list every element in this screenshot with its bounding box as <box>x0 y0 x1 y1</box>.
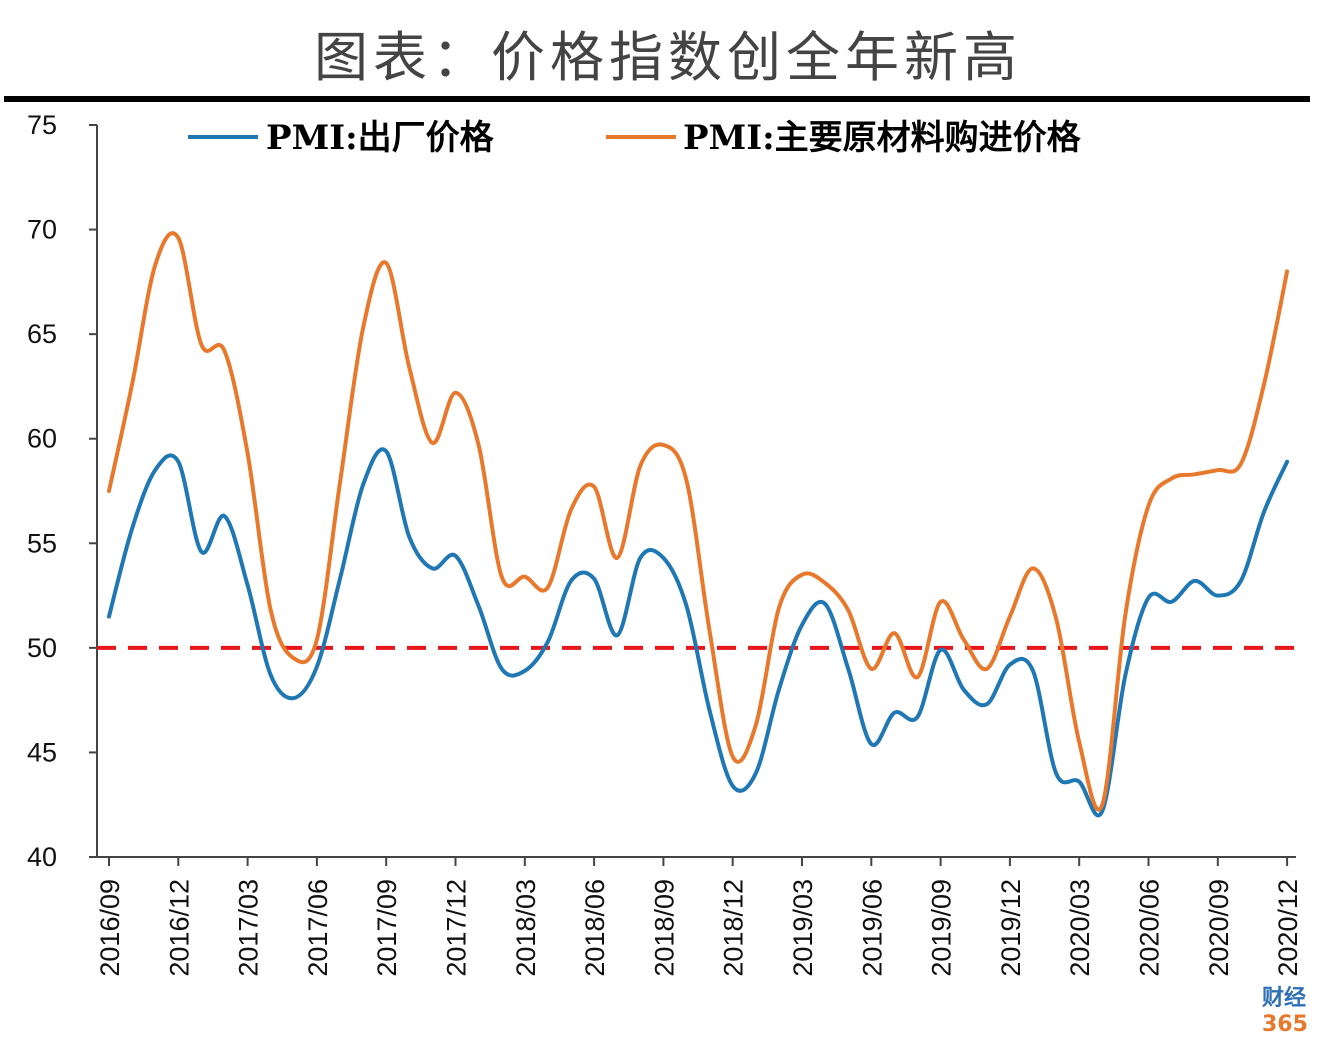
page-title: 图表：价格指数创全年新高 <box>314 26 1022 89</box>
x-tick-label: 2019/09 <box>927 879 957 977</box>
y-tick-label: 40 <box>27 842 57 872</box>
x-tick-label: 2017/12 <box>442 879 472 977</box>
y-tick-label: 55 <box>27 528 57 558</box>
legend: PMI:出厂价格 PMI:主要原材料购进价格 <box>188 118 1082 158</box>
x-tick-label: 2018/03 <box>511 879 541 977</box>
series-line-factory-price <box>107 447 1290 818</box>
x-tick-label: 2018/12 <box>719 879 749 977</box>
watermark-suffix: 365 <box>1262 1012 1308 1037</box>
x-tick-label: 2020/03 <box>1065 879 1095 977</box>
x-tick-label: 2017/09 <box>372 879 402 977</box>
y-tick-label: 50 <box>27 633 57 663</box>
legend-label: PMI:主要原材料购进价格 <box>683 118 1082 158</box>
x-tick-label: 2016/12 <box>164 879 194 977</box>
x-tick-label: 2019/12 <box>996 879 1026 977</box>
y-tick-label: 45 <box>27 737 57 767</box>
watermark: 财经365 <box>1262 980 1336 1037</box>
watermark-prefix: 财经 <box>1262 986 1307 1011</box>
y-tick-label: 70 <box>27 215 57 245</box>
series-layer <box>107 231 1290 818</box>
title-rule <box>4 96 1310 102</box>
x-tick-label: 2019/03 <box>788 879 818 977</box>
x-tick-label: 2018/09 <box>649 879 679 977</box>
x-tick-label: 2020/09 <box>1204 879 1234 977</box>
x-tick-label: 2020/12 <box>1273 879 1303 977</box>
y-tick-label: 75 <box>27 110 57 140</box>
y-tick-label: 60 <box>27 424 57 454</box>
legend-label: PMI:出厂价格 <box>266 118 495 158</box>
x-tick-label: 2016/09 <box>95 879 125 977</box>
price-index-line-chart: 40 45 50 55 60 65 70 75 2016/09 2016/12 2017/03 201… <box>27 110 1303 977</box>
axes: 40 45 50 55 60 65 70 75 2016/09 2016/12 2017/03 201… <box>27 110 1303 977</box>
x-tick-label: 2017/06 <box>303 879 333 977</box>
x-tick-label: 2019/06 <box>857 879 887 977</box>
x-tick-label: 2020/06 <box>1135 879 1165 977</box>
series-line-raw-material-price <box>107 231 1290 812</box>
x-tick-label: 2017/03 <box>234 879 264 977</box>
x-tick-label: 2018/06 <box>580 879 610 977</box>
y-tick-label: 65 <box>27 319 57 349</box>
